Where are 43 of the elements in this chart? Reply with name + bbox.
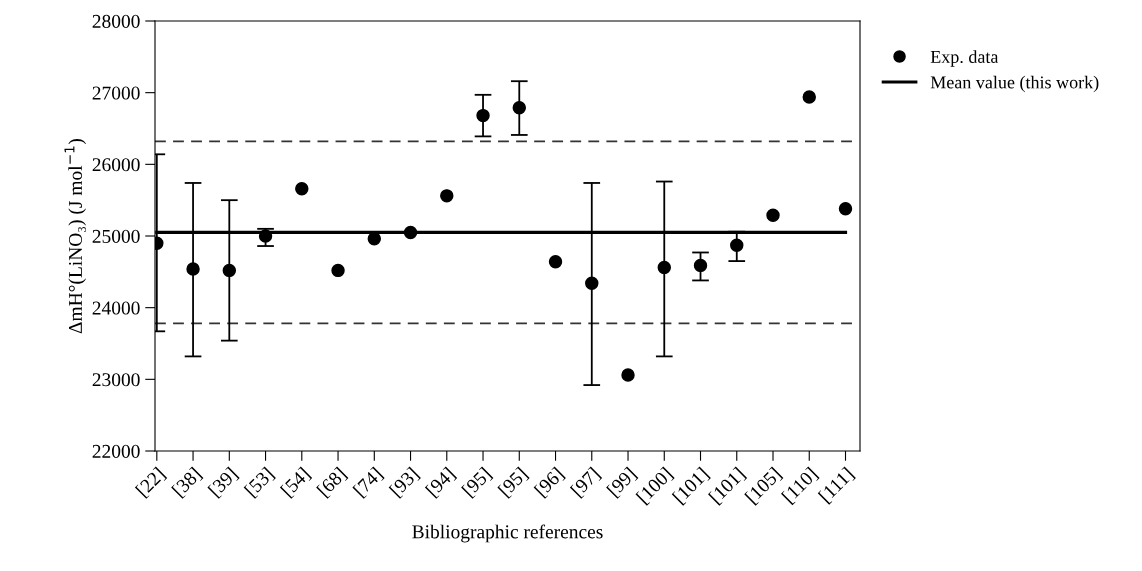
point — [222, 263, 237, 278]
point — [512, 101, 526, 115]
y-tick-label: 22000 — [92, 444, 140, 458]
point — [258, 229, 273, 243]
point — [838, 202, 853, 216]
x-tick-label: [95] — [461, 466, 494, 499]
point — [802, 90, 816, 104]
y-tick-label: 28000 — [92, 14, 140, 28]
point — [585, 276, 599, 291]
x-tick-label: [39] — [207, 466, 240, 499]
y-tick-label: 23000 — [92, 373, 140, 387]
x-tick-label: [54] — [279, 466, 313, 499]
point — [295, 181, 309, 196]
x-tick-label: [53] — [243, 466, 276, 499]
point — [403, 225, 418, 240]
x-tick-label: [22] — [134, 466, 168, 499]
x-axis-title: Bibliographic references — [412, 524, 603, 543]
point — [331, 263, 345, 278]
point — [693, 258, 708, 273]
x-tick-label: [96] — [533, 466, 566, 499]
point — [440, 189, 454, 203]
legend-label: Mean value (this work) — [930, 75, 1099, 93]
x-tick-label: [74] — [352, 466, 385, 499]
y-tick-label: 24000 — [92, 301, 140, 315]
point — [548, 255, 563, 269]
y-tick-label: 26000 — [92, 158, 140, 172]
point — [186, 262, 200, 276]
point — [367, 232, 382, 246]
x-tick-label: [93] — [388, 466, 421, 499]
x-tick-label: [95] — [497, 466, 530, 499]
point — [657, 260, 671, 275]
legend-label: Exp. data — [930, 50, 999, 67]
point — [621, 368, 635, 382]
x-tick-label: [94] — [424, 466, 458, 499]
point — [730, 238, 744, 253]
x-tick-label: [38] — [171, 466, 204, 499]
y-tick-label: 27000 — [92, 86, 140, 100]
point — [766, 208, 780, 222]
y-axis-title: ΔmH°(LiNO₃) (J mol$^{−1}$) — [64, 139, 86, 334]
x-tick-label: [97] — [569, 466, 603, 499]
point — [476, 108, 490, 123]
x-tick-label: [68] — [316, 466, 349, 499]
y-tick-label: 25000 — [92, 229, 140, 243]
